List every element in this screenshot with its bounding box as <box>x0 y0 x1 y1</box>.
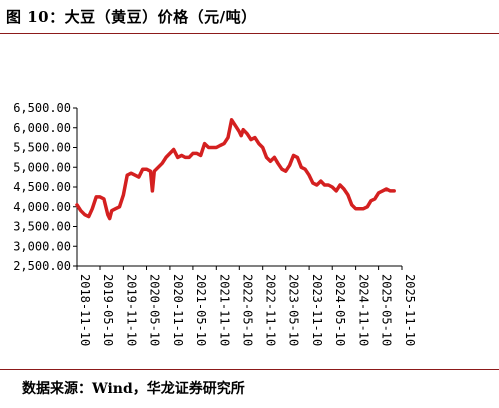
x-tick-label: 2022-05-10 <box>240 274 254 346</box>
x-tick-label: 2020-11-10 <box>171 274 185 346</box>
y-tick-label: 5,000.00 <box>13 160 71 174</box>
y-tick-label: 6,000.00 <box>13 121 71 135</box>
source-divider <box>0 369 499 370</box>
x-tick-label: 2024-11-10 <box>357 274 371 346</box>
x-tick-label: 2025-05-10 <box>380 274 394 346</box>
x-tick-label: 2018-11-10 <box>78 274 92 346</box>
x-tick-label: 2021-11-10 <box>217 274 231 346</box>
y-tick-label: 6,500.00 <box>13 101 71 115</box>
y-tick-label: 3,500.00 <box>13 220 71 234</box>
x-axis-ticks: 2018-11-10 2019-05-10 2019-11-10 2020-05-10… <box>76 266 417 346</box>
x-tick-label: 2019-05-10 <box>101 274 115 346</box>
x-tick-label: 2020-05-10 <box>148 274 162 346</box>
x-tick-label: 2023-05-10 <box>287 274 301 346</box>
x-tick-label: 2024-05-10 <box>333 274 347 346</box>
title-divider <box>0 33 499 34</box>
y-axis-ticks: 2,500.00 3,000.00 3,500.00 4,000.00 4,500.00… <box>13 101 77 273</box>
x-tick-label: 2021-05-10 <box>194 274 208 346</box>
x-tick-label: 2022-11-10 <box>264 274 278 346</box>
y-tick-label: 5,500.00 <box>13 141 71 155</box>
y-tick-label: 3,000.00 <box>13 239 71 253</box>
y-tick-label: 4,000.00 <box>13 200 71 214</box>
x-tick-label: 2023-11-10 <box>310 274 324 346</box>
x-tick-label: 2019-11-10 <box>124 274 138 346</box>
y-tick-label: 4,500.00 <box>13 180 71 194</box>
series-layer <box>75 118 396 221</box>
figure-source: 数据来源：Wind，华龙证券研究所 <box>22 381 245 397</box>
x-tick-label: 2025-11-10 <box>403 274 417 346</box>
y-tick-label: 2,500.00 <box>13 259 71 273</box>
series-line <box>75 118 396 221</box>
figure-title: 图 10：大豆（黄豆）价格（元/吨） <box>6 8 257 26</box>
